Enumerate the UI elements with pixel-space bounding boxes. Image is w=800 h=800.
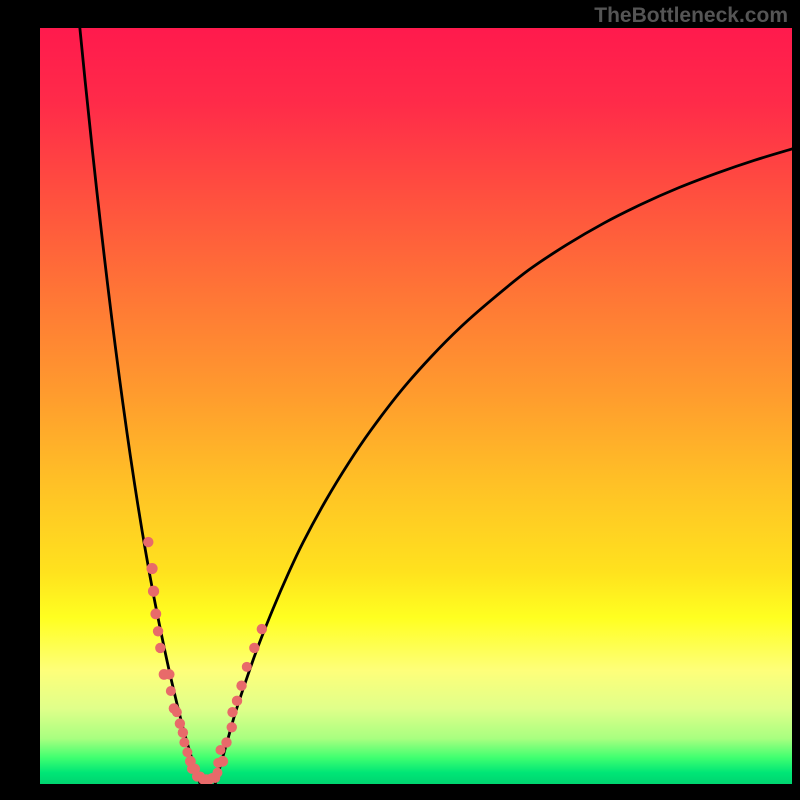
data-marker	[178, 727, 188, 737]
data-marker	[164, 669, 174, 679]
curve-right	[215, 149, 792, 784]
data-marker	[148, 586, 159, 597]
marker-group	[143, 537, 267, 784]
curve-layer	[40, 28, 792, 784]
data-marker	[242, 662, 252, 672]
data-marker	[172, 707, 182, 717]
data-marker	[155, 643, 165, 653]
data-marker	[221, 737, 231, 747]
data-marker	[153, 626, 163, 636]
chart-container: TheBottleneck.com	[0, 0, 800, 800]
data-marker	[150, 609, 161, 620]
data-marker	[232, 696, 242, 706]
data-marker	[175, 718, 185, 728]
data-marker	[182, 747, 192, 757]
data-marker	[146, 563, 157, 574]
data-marker	[212, 768, 222, 778]
data-marker	[143, 537, 153, 547]
data-marker	[236, 681, 246, 691]
data-marker	[257, 624, 267, 634]
data-marker	[179, 737, 189, 747]
data-marker	[166, 686, 176, 696]
data-marker	[217, 756, 228, 767]
curve-left	[80, 28, 200, 784]
data-marker	[227, 722, 237, 732]
data-marker	[227, 707, 237, 717]
plot-area	[40, 28, 792, 784]
watermark-text: TheBottleneck.com	[594, 4, 788, 28]
data-marker	[249, 643, 259, 653]
